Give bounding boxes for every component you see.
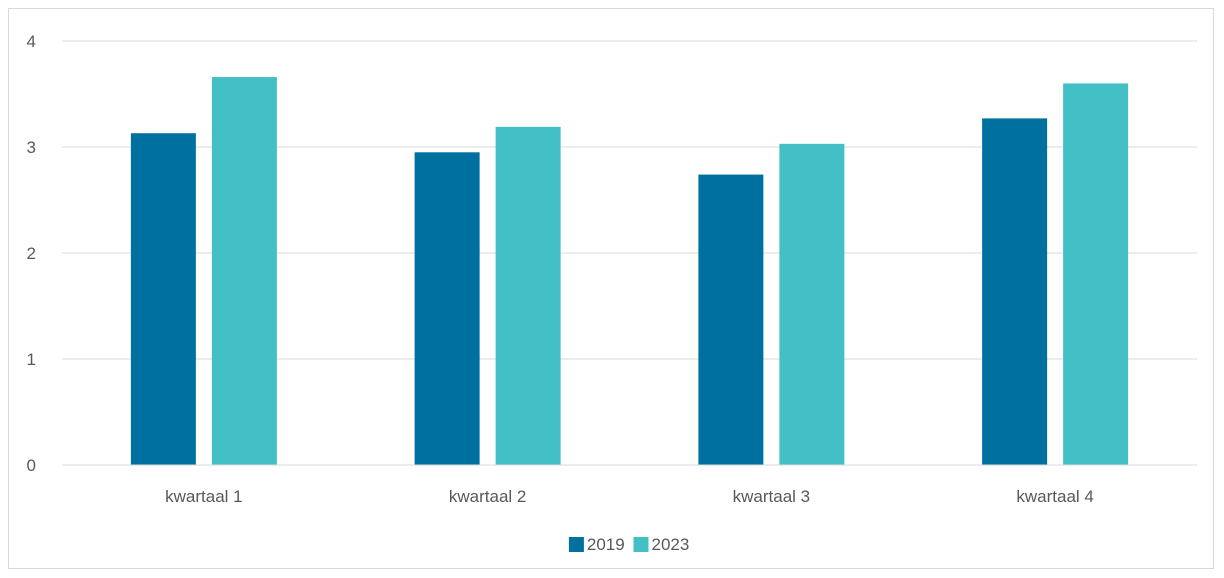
y-tick-label: 3 xyxy=(27,138,36,157)
x-tick-label: kwartaal 3 xyxy=(733,487,810,506)
x-tick-label: kwartaal 1 xyxy=(165,487,242,506)
y-tick-label: 1 xyxy=(27,350,36,369)
bar-2023-kwartaal-2 xyxy=(496,127,561,465)
bar-2023-kwartaal-4 xyxy=(1063,83,1128,465)
y-tick-label: 2 xyxy=(27,244,36,263)
bar-2019-kwartaal-2 xyxy=(415,152,480,465)
y-axis-tick-labels: 0 1 2 3 4 xyxy=(27,32,36,475)
legend: 2019 2023 xyxy=(569,535,689,554)
y-tick-label: 0 xyxy=(27,456,36,475)
legend-swatch-2019 xyxy=(569,537,584,552)
bars xyxy=(131,77,1128,465)
bar-2019-kwartaal-1 xyxy=(131,133,196,465)
legend-label-2019: 2019 xyxy=(587,535,625,554)
bar-2023-kwartaal-3 xyxy=(779,144,844,465)
x-tick-label: kwartaal 2 xyxy=(449,487,526,506)
legend-swatch-2023 xyxy=(634,537,649,552)
bar-2023-kwartaal-1 xyxy=(212,77,277,465)
x-tick-label: kwartaal 4 xyxy=(1016,487,1093,506)
legend-label-2023: 2023 xyxy=(652,535,690,554)
y-tick-label: 4 xyxy=(27,32,36,51)
bar-2019-kwartaal-3 xyxy=(698,175,763,465)
bar-2019-kwartaal-4 xyxy=(982,118,1047,465)
x-axis-tick-labels: kwartaal 1 kwartaal 2 kwartaal 3 kwartaal 4 xyxy=(165,487,1094,506)
